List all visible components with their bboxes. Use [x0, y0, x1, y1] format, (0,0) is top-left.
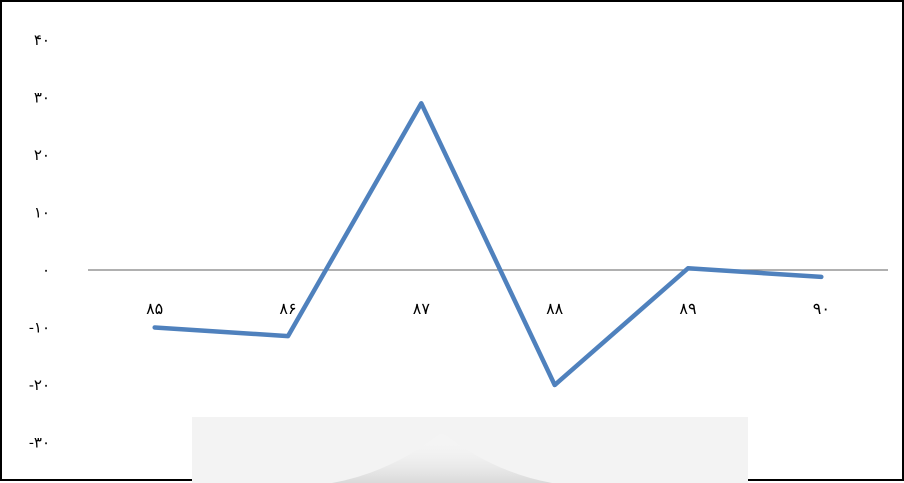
- watermark-emblem: [332, 432, 552, 483]
- y-tick-label: ۱۰: [34, 204, 50, 222]
- x-category-label: ۸۶: [279, 299, 296, 318]
- x-category-label: ۸۷: [413, 299, 431, 318]
- x-category-label: ۸۹: [679, 299, 696, 318]
- y-tick-label: -۳۰: [29, 434, 50, 452]
- x-category-label: ۸۸: [546, 299, 564, 318]
- y-tick-label: -۱۰: [29, 319, 50, 337]
- y-tick-label: ۴۰: [34, 31, 50, 49]
- x-category-label: ۸۵: [146, 299, 163, 318]
- watermark: [192, 417, 748, 483]
- y-tick-label: ۰: [42, 261, 50, 279]
- x-axis-category-labels: ۸۵ ۸۶ ۸۷ ۸۸ ۸۹ ۹۰: [146, 299, 830, 318]
- x-category-label: ۹۰: [813, 299, 830, 318]
- series-line: [152, 101, 824, 388]
- y-tick-label: -۲۰: [29, 376, 50, 394]
- y-tick-label: ۳۰: [34, 89, 50, 107]
- y-tick-label: ۲۰: [34, 146, 50, 164]
- y-axis-tick-labels: ۴۰ ۳۰ ۲۰ ۱۰ ۰ -۱۰ -۲۰ -۳۰: [29, 31, 50, 452]
